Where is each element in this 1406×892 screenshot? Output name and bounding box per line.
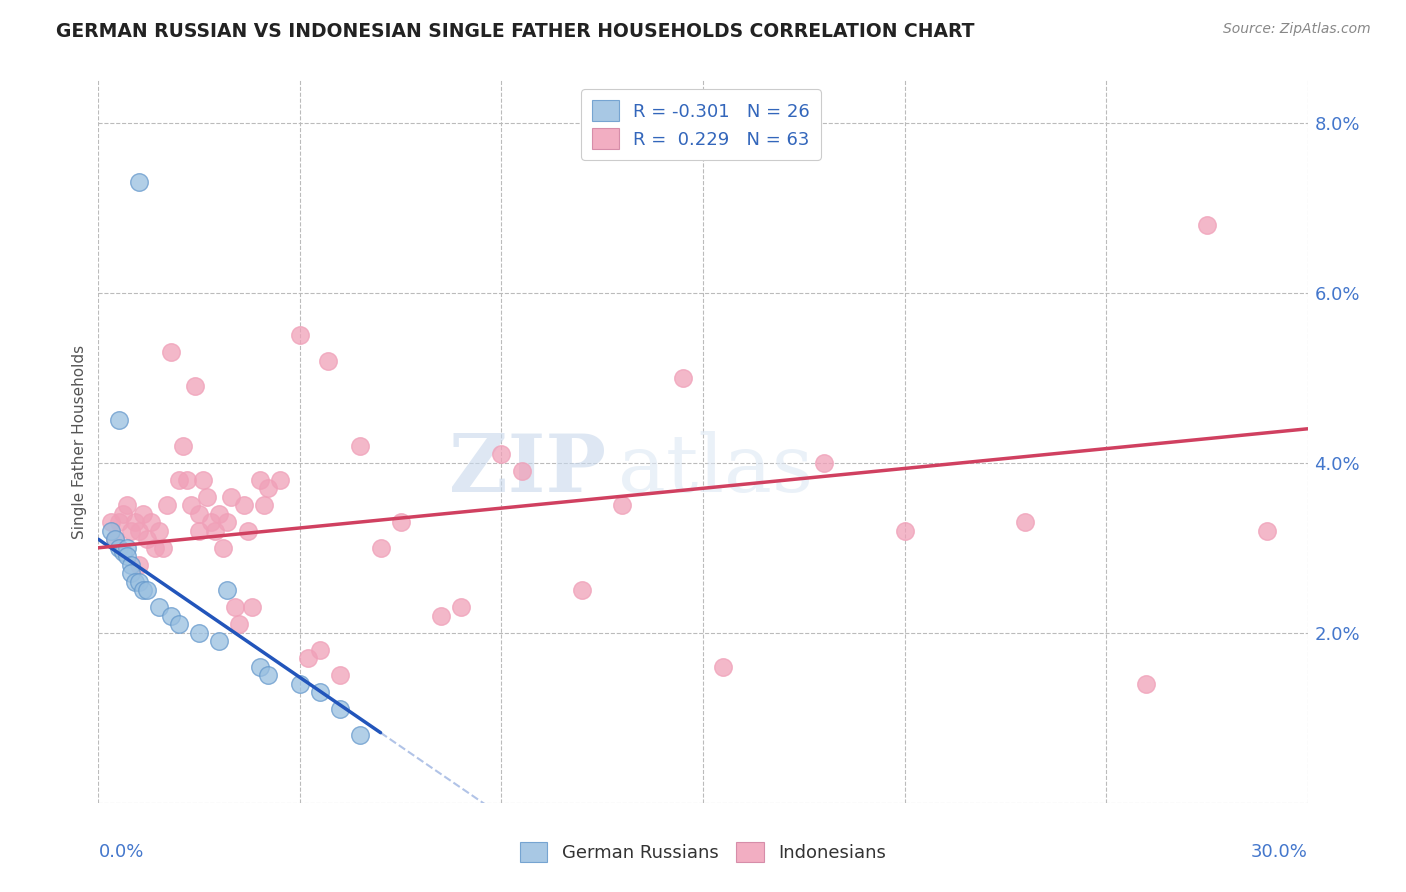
Point — [120, 524, 142, 538]
Point — [389, 516, 412, 530]
Point — [132, 507, 155, 521]
Text: ZIP: ZIP — [450, 432, 606, 509]
Point — [349, 728, 371, 742]
Point — [228, 617, 250, 632]
Point — [115, 498, 138, 512]
Point — [208, 634, 231, 648]
Point — [100, 516, 122, 530]
Point — [120, 566, 142, 581]
Point — [256, 668, 278, 682]
Point — [253, 498, 276, 512]
Point — [115, 549, 138, 564]
Text: Source: ZipAtlas.com: Source: ZipAtlas.com — [1223, 22, 1371, 37]
Point — [309, 685, 332, 699]
Point — [128, 524, 150, 538]
Legend: R = -0.301   N = 26, R =  0.229   N = 63: R = -0.301 N = 26, R = 0.229 N = 63 — [581, 89, 821, 160]
Point — [450, 600, 472, 615]
Point — [103, 533, 125, 547]
Point — [612, 498, 634, 512]
Point — [124, 516, 146, 530]
Point — [240, 600, 263, 615]
Legend: German Russians, Indonesians: German Russians, Indonesians — [513, 834, 893, 870]
Point — [184, 379, 207, 393]
Point — [135, 533, 157, 547]
Point — [135, 583, 157, 598]
Point — [148, 600, 170, 615]
Point — [180, 498, 202, 512]
Point — [139, 516, 162, 530]
Point — [176, 473, 198, 487]
Point — [148, 524, 170, 538]
Point — [510, 464, 533, 478]
Point — [329, 702, 352, 716]
Point — [188, 507, 211, 521]
Point — [297, 651, 319, 665]
Point — [128, 574, 150, 589]
Point — [430, 608, 453, 623]
Point — [370, 541, 392, 555]
Point — [1195, 218, 1218, 232]
Point — [236, 524, 259, 538]
Point — [167, 617, 190, 632]
Point — [349, 439, 371, 453]
Point — [107, 541, 129, 555]
Point — [288, 328, 311, 343]
Point — [249, 473, 271, 487]
Y-axis label: Single Father Households: Single Father Households — [72, 344, 87, 539]
Point — [232, 498, 254, 512]
Point — [156, 498, 179, 512]
Point — [208, 507, 231, 521]
Point — [269, 473, 291, 487]
Point — [160, 345, 183, 359]
Point — [120, 558, 142, 572]
Point — [188, 524, 211, 538]
Point — [111, 507, 134, 521]
Point — [107, 413, 129, 427]
Point — [221, 490, 243, 504]
Point — [100, 524, 122, 538]
Point — [217, 583, 239, 598]
Text: 30.0%: 30.0% — [1251, 843, 1308, 861]
Point — [224, 600, 246, 615]
Point — [1256, 524, 1278, 538]
Point — [172, 439, 194, 453]
Point — [167, 473, 190, 487]
Text: atlas: atlas — [619, 432, 814, 509]
Point — [115, 541, 138, 555]
Point — [204, 524, 226, 538]
Point — [128, 175, 150, 189]
Point — [124, 574, 146, 589]
Point — [249, 660, 271, 674]
Point — [200, 516, 222, 530]
Point — [309, 642, 332, 657]
Point — [1135, 677, 1157, 691]
Point — [711, 660, 734, 674]
Point — [107, 516, 129, 530]
Point — [571, 583, 593, 598]
Point — [188, 625, 211, 640]
Point — [152, 541, 174, 555]
Point — [212, 541, 235, 555]
Point — [316, 353, 339, 368]
Point — [1014, 516, 1036, 530]
Point — [329, 668, 352, 682]
Point — [132, 583, 155, 598]
Point — [128, 558, 150, 572]
Point — [103, 533, 125, 547]
Point — [893, 524, 915, 538]
Point — [672, 371, 695, 385]
Point — [111, 545, 134, 559]
Point — [217, 516, 239, 530]
Text: 0.0%: 0.0% — [98, 843, 143, 861]
Point — [193, 473, 215, 487]
Point — [256, 481, 278, 495]
Text: GERMAN RUSSIAN VS INDONESIAN SINGLE FATHER HOUSEHOLDS CORRELATION CHART: GERMAN RUSSIAN VS INDONESIAN SINGLE FATH… — [56, 22, 974, 41]
Point — [813, 456, 835, 470]
Point — [160, 608, 183, 623]
Point — [288, 677, 311, 691]
Point — [143, 541, 166, 555]
Point — [195, 490, 218, 504]
Point — [491, 447, 513, 461]
